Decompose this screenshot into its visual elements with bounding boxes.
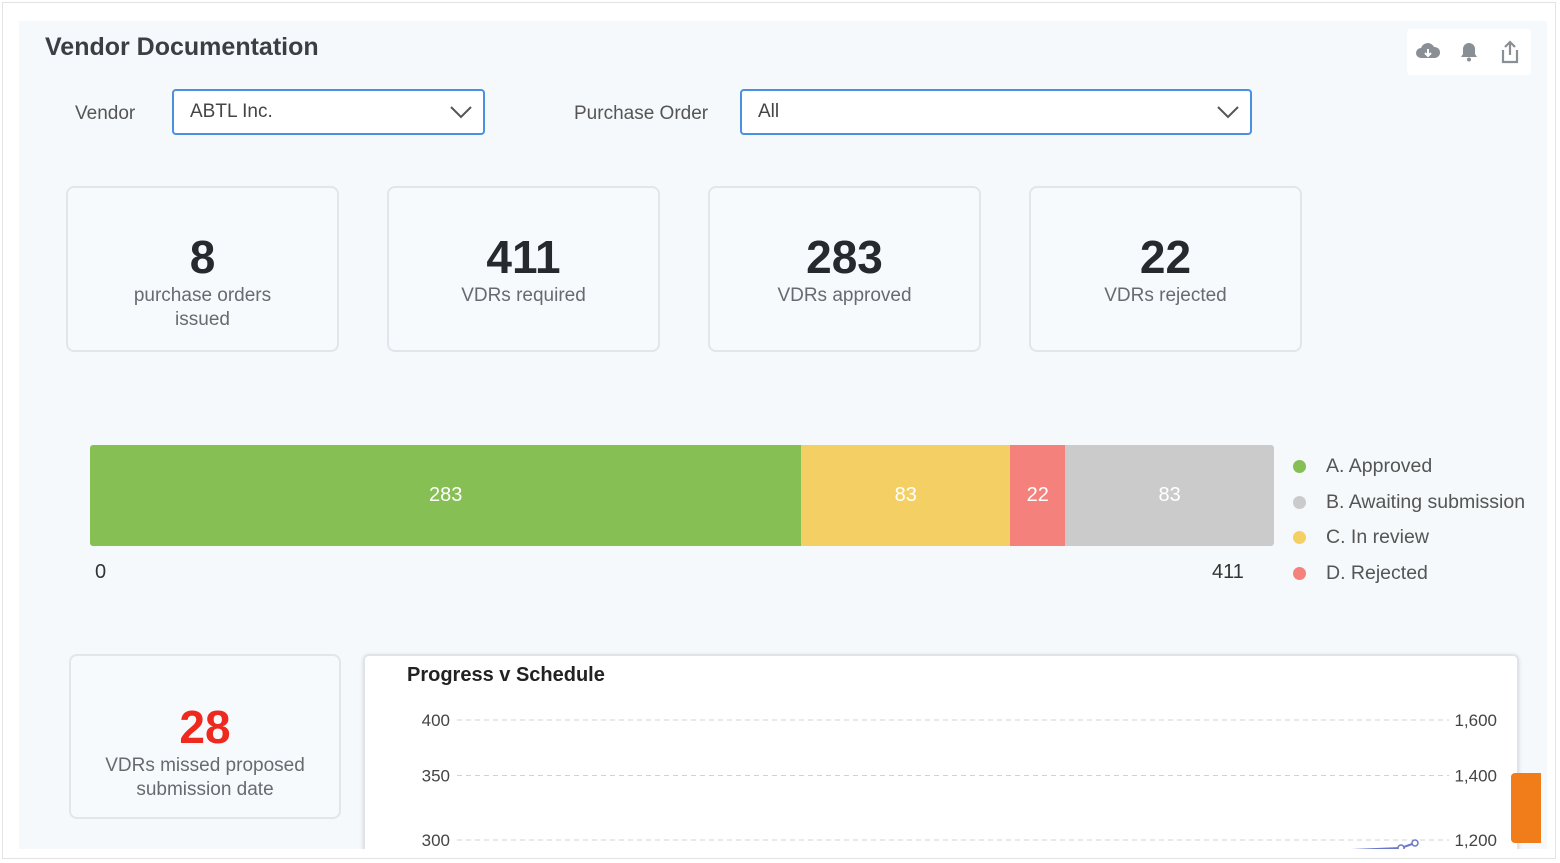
kpi-label: VDRs approved (777, 285, 912, 306)
purchase-order-label: Purchase Order (574, 103, 709, 124)
legend-item[interactable]: D. Rejected (1293, 556, 1525, 592)
legend-item[interactable]: B. Awaiting submission (1293, 485, 1525, 521)
missed-value: 28 (179, 701, 231, 753)
left-axis-tick-label: 300 (422, 831, 450, 849)
kpi-value: 411 (486, 231, 561, 283)
purchase-order-select[interactable]: All (740, 89, 1252, 135)
bar-segment-rejected[interactable]: 22 (1010, 445, 1066, 546)
bar-min-label: 0 (95, 561, 107, 583)
missed-label: VDRs missed proposed (105, 755, 305, 776)
share-icon[interactable] (1496, 38, 1524, 66)
bar-legend: A. Approved B. Awaiting submission C. In r… (1293, 449, 1525, 591)
kpi-value: 8 (189, 231, 216, 283)
legend-dot (1293, 495, 1306, 509)
chart-series-point[interactable] (1397, 844, 1405, 849)
page-title: Vendor Documentation (45, 33, 319, 61)
kpi-label: purchase orders (133, 285, 272, 306)
bar-segment-label: 83 (1158, 484, 1181, 506)
bar-segment-label: 22 (1026, 484, 1049, 506)
bar-max-label: 411 (1212, 561, 1244, 583)
right-axis-tick-label: 1,400 (1454, 767, 1497, 786)
bar-segment-approved[interactable]: 283 (90, 445, 802, 546)
bar-segment-label: 83 (894, 484, 917, 506)
missed-label-line2: submission date (136, 779, 274, 800)
chart-canvas: 400 1,600 350 1,400 300 1,200 (422, 711, 1497, 849)
left-axis-tick-label: 400 (422, 711, 450, 730)
vendor-label: Vendor (75, 103, 136, 124)
legend-dot (1293, 566, 1306, 580)
status-stacked-bar: 283 83 22 83 (90, 445, 1274, 546)
purchase-order-select-value: All (758, 101, 780, 122)
kpi-card-vdrs-approved: 283 VDRs approved (708, 186, 981, 352)
kpi-card-vdrs-rejected: 22 VDRs rejected (1029, 186, 1302, 352)
chart-series-point[interactable] (1411, 839, 1419, 847)
progress-schedule-chart: Progress v Schedule 400 1,600 350 1,400 300 1… (363, 654, 1519, 849)
chart-title: Progress v Schedule (407, 664, 605, 686)
bar-segment-awaiting-submission[interactable]: 83 (1065, 445, 1274, 546)
toolbar (1407, 29, 1531, 75)
kpi-label: VDRs required (461, 285, 586, 306)
cloud-download-icon[interactable] (1414, 38, 1442, 66)
chart-series-line (1351, 842, 1416, 849)
legend-dot (1293, 460, 1306, 474)
kpi-label: VDRs rejected (1104, 285, 1227, 306)
kpi-label-line2: issued (175, 309, 230, 330)
feedback-tab[interactable] (1511, 773, 1541, 843)
legend-item[interactable]: C. In review (1293, 520, 1525, 556)
missed-submission-card: 28 VDRs missed proposed submission date (69, 654, 341, 819)
legend-label: C. In review (1326, 526, 1429, 549)
kpi-card-vdrs-required: 411 VDRs required (387, 186, 660, 352)
bar-segment-label: 283 (429, 484, 463, 506)
right-axis-tick-label: 1,200 (1454, 831, 1497, 849)
legend-item[interactable]: A. Approved (1293, 449, 1525, 485)
bar-segment-in-review[interactable]: 83 (801, 445, 1011, 546)
legend-dot (1293, 531, 1306, 545)
legend-label: D. Rejected (1326, 561, 1428, 584)
kpi-card-purchase-orders: 8 purchase orders issued (66, 186, 339, 352)
legend-label: A. Approved (1326, 455, 1433, 478)
bell-icon[interactable] (1455, 38, 1483, 66)
chevron-down-icon (449, 101, 473, 129)
kpi-value: 22 (1139, 231, 1192, 283)
legend-label: B. Awaiting submission (1326, 490, 1526, 513)
kpi-value: 283 (806, 231, 883, 283)
chevron-down-icon (1216, 101, 1240, 129)
vendor-select-value: ABTL Inc. (190, 101, 273, 122)
left-axis-tick-label: 350 (422, 767, 450, 786)
vendor-select[interactable]: ABTL Inc. (172, 89, 485, 135)
right-axis-tick-label: 1,600 (1454, 711, 1497, 730)
dashboard-panel: Vendor Documentation V (19, 21, 1547, 849)
